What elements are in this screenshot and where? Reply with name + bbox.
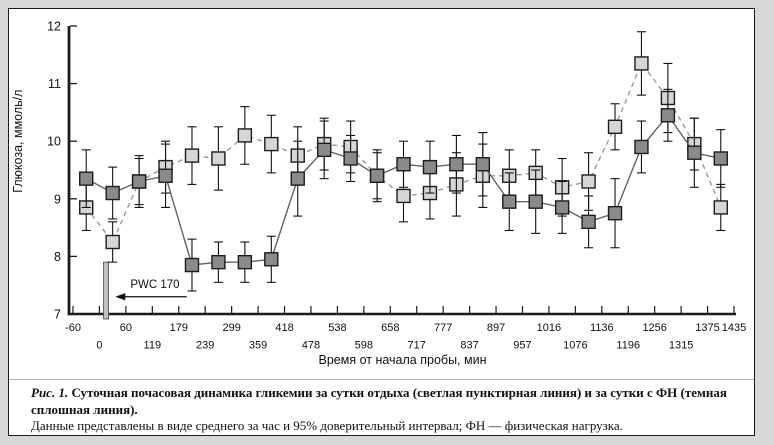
data-point: [131, 174, 147, 189]
data-point: [237, 254, 253, 270]
data-point: [634, 139, 649, 155]
caption-figure-number: Рис. 1.: [31, 385, 69, 400]
y-tick-label: 10: [47, 135, 61, 149]
axes: 7 8 9 10 11 12 -60 0 60 119 179 239 299 359 418 478 538 5…: [11, 20, 746, 368]
pwc-annotation: PWC 170: [103, 261, 187, 320]
x-tick-label: 1016: [537, 322, 561, 334]
pwc-arrow-head: [115, 293, 126, 301]
x-tick-label: 717: [408, 340, 426, 352]
data-point: [581, 174, 596, 189]
glucose-chart: 7 8 9 10 11 12 -60 0 60 119 179 239 299 359 418 478 538 5…: [11, 20, 746, 368]
x-tick-label: 478: [302, 340, 320, 352]
data-point: [687, 145, 702, 160]
data-point: [184, 257, 200, 273]
x-tick-label: 538: [328, 322, 346, 334]
caption-main: Рис. 1. Суточная почасовая динамика глик…: [31, 385, 733, 418]
x-tick-label: 418: [275, 322, 293, 334]
y-tick-label: 12: [47, 20, 61, 34]
data-point: [396, 188, 411, 204]
x-tick-label: 1196: [616, 340, 640, 352]
x-tick-label: 658: [381, 322, 399, 334]
x-tick-label: 957: [513, 340, 531, 352]
x-tick-label: 1076: [563, 340, 587, 352]
x-tick-label: 239: [196, 340, 214, 352]
data-point: [343, 151, 358, 166]
data-point: [316, 142, 332, 158]
y-tick-label: 7: [54, 308, 61, 322]
x-tick-label: 299: [222, 322, 240, 334]
x-tick-label: 837: [460, 340, 478, 352]
data-point: [184, 148, 200, 163]
caption-divider: [9, 379, 754, 380]
x-tick-label: 60: [120, 322, 132, 334]
data-point: [713, 200, 728, 215]
x-tick-label: 179: [170, 322, 188, 334]
data-point: [369, 168, 385, 183]
x-tick-label: 1375: [695, 322, 719, 334]
x-tick-label: 1315: [669, 340, 693, 352]
x-tick-label: 0: [96, 340, 102, 352]
x-tick-label: 1256: [642, 322, 666, 334]
pwc-label: PWC 170: [130, 279, 179, 291]
y-tick-label: 11: [48, 77, 61, 91]
y-tick-label: 9: [54, 192, 61, 206]
y-axis-title: Глюкоза, ммоль/л: [11, 90, 25, 193]
x-tick-label: -60: [65, 322, 81, 334]
data-point: [607, 119, 623, 135]
caption-note-text: Данные представлены в виде среднего за ч…: [31, 418, 623, 434]
data-point: [502, 194, 517, 209]
x-tick-label: 119: [144, 340, 162, 352]
data-point: [634, 56, 649, 71]
data-point: [211, 151, 226, 166]
x-tick-label: 777: [434, 322, 452, 334]
x-tick-label: 1136: [590, 322, 614, 334]
data-point: [449, 157, 464, 172]
data-point: [211, 254, 226, 270]
data-point: [607, 205, 623, 221]
data-point: [264, 136, 279, 152]
data-point: [105, 234, 120, 250]
x-tick-label: 598: [355, 340, 373, 352]
figure-caption: Рис. 1. Суточная почасовая динамика глик…: [31, 385, 733, 435]
data-point: [528, 194, 543, 209]
data-point: [581, 214, 596, 230]
caption-title-text: Суточная почасовая динамика гликемии за …: [31, 385, 727, 417]
data-point: [475, 157, 491, 172]
data-point: [105, 185, 120, 201]
data-point: [264, 252, 279, 267]
figure-panel: 7 8 9 10 11 12 -60 0 60 119 179 239 299 359 418 478 538 5…: [8, 8, 755, 436]
series-exercise-day: [79, 88, 728, 292]
x-tick-label: 1435: [722, 322, 746, 334]
data-point: [422, 159, 438, 175]
data-point: [713, 151, 728, 166]
x-tick-label: 359: [249, 340, 267, 352]
data-point: [396, 157, 411, 172]
x-axis-title: Время от начала пробы, мин: [319, 353, 487, 367]
data-point: [554, 200, 570, 215]
data-point: [290, 171, 305, 186]
y-tick-label: 8: [54, 250, 61, 264]
data-point: [79, 171, 94, 186]
data-point: [660, 108, 676, 123]
data-point: [158, 168, 173, 183]
data-point: [237, 128, 253, 143]
x-tick-label: 897: [487, 322, 505, 334]
pwc-test-bar: [103, 261, 109, 320]
